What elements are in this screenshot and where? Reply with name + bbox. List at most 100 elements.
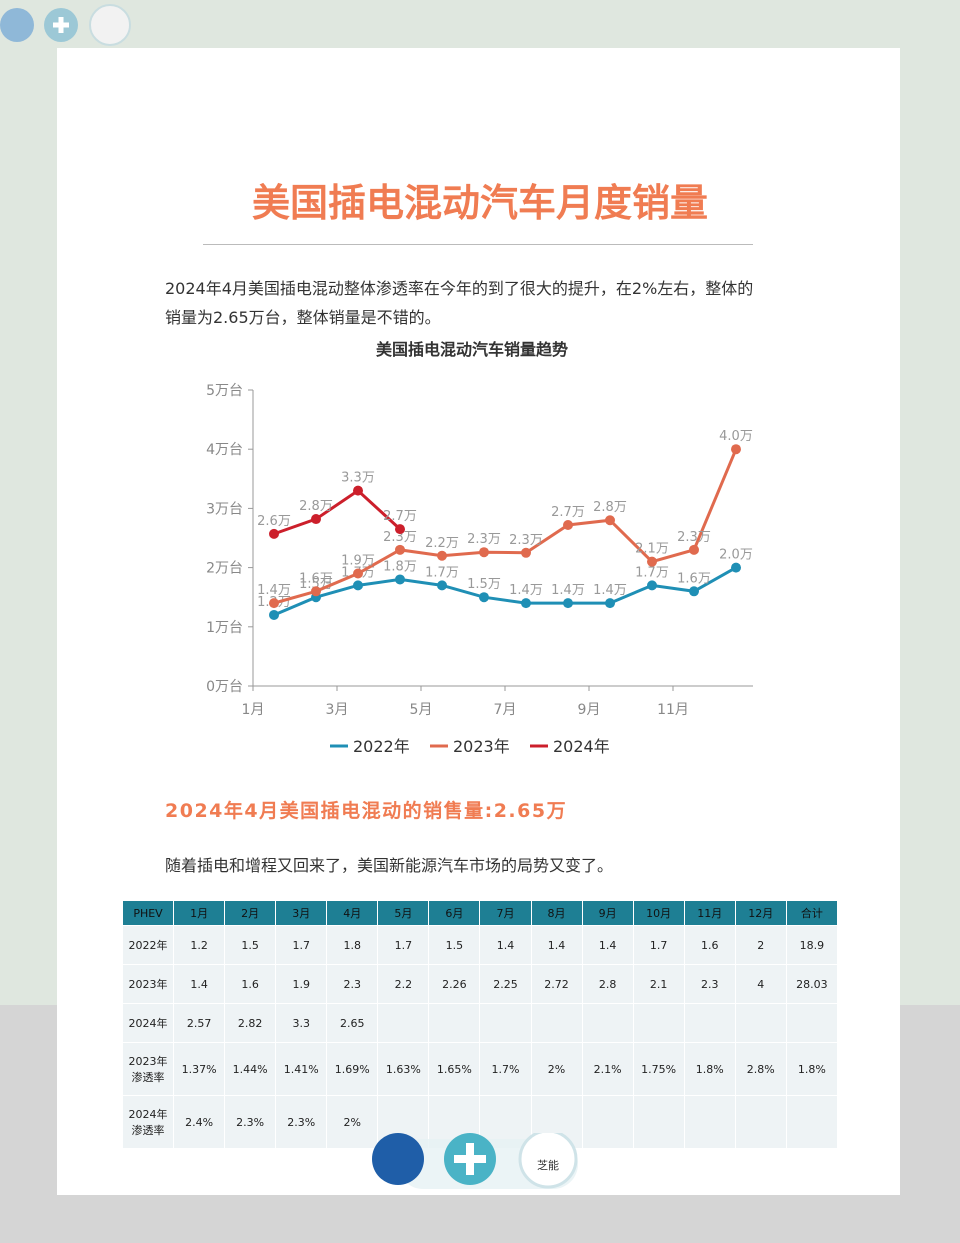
table-cell <box>632 1095 685 1149</box>
data-label: 1.7万 <box>635 565 669 580</box>
y-tick-label: 5万台 <box>206 383 243 399</box>
data-label: 2.2万 <box>425 536 459 551</box>
top-logos <box>0 4 131 46</box>
table-cell: 1.2 <box>173 925 226 965</box>
row-label: 2024年 渗透率 <box>121 1095 175 1149</box>
section-text: 随着插电和增程又回来了，美国新能源汽车市场的局势又变了。 <box>165 856 614 875</box>
section-title: 2024年4月美国插电混动的销售量:2.65万 <box>165 800 568 822</box>
y-tick-label: 0万台 <box>206 679 243 695</box>
row-label: 2023年 <box>121 964 175 1004</box>
bottom-logos: 芝能 <box>372 1133 578 1189</box>
table-cell: 1.5 <box>428 925 481 965</box>
data-point <box>437 580 447 591</box>
header-cell: 10月 <box>632 900 685 926</box>
sales-table: PHEV 1月 2月 3月 4月 5月 6月 7月 8月 9月 10月 11月 12月 合计 2022年 1.… <box>121 900 839 1149</box>
legend-label: 2024年 <box>553 737 610 756</box>
data-point <box>563 598 573 609</box>
logo-2030 <box>0 8 34 42</box>
table-cell: 1.9 <box>275 964 328 1004</box>
data-point <box>437 550 447 561</box>
data-label: 2.3万 <box>509 533 543 548</box>
table-cell: 2.82 <box>224 1003 277 1043</box>
table-cell: 2.72 <box>530 964 583 1004</box>
header-cell: 5月 <box>377 900 430 926</box>
table-row: 2024年 渗透率 2.4% 2.3% 2.3% 2% <box>121 1095 839 1149</box>
table-cell <box>581 1095 634 1149</box>
table-cell: 1.41% <box>275 1042 328 1096</box>
data-label: 1.4万 <box>551 583 585 598</box>
y-tick-label: 4万台 <box>206 442 243 458</box>
table-cell: 2.1 <box>632 964 685 1004</box>
data-label: 2.3万 <box>467 532 501 547</box>
table-cell: 2.26 <box>428 964 481 1004</box>
table-cell: 1.8% <box>683 1042 736 1096</box>
data-label: 1.9万 <box>341 554 375 569</box>
x-tick-label: 11月 <box>657 702 689 718</box>
data-label: 2.0万 <box>719 548 753 563</box>
data-point <box>353 485 363 496</box>
plus-icon <box>53 17 69 33</box>
table-cell: 1.63% <box>377 1042 430 1096</box>
y-tick-label: 2万台 <box>206 561 243 577</box>
table-cell: 2.3% <box>224 1095 277 1149</box>
data-label: 1.6万 <box>677 571 711 586</box>
data-point <box>563 519 573 530</box>
table-cell <box>683 1003 736 1043</box>
chart: 美国插电混动汽车销量趋势 0万台 1万台 2万台 3万台 4万台 5万台 1月 3月 5月 7月 9… <box>206 340 753 756</box>
x-tick-label: 1月 <box>242 702 265 718</box>
table-cell: 2.2 <box>377 964 430 1004</box>
data-label: 1.8万 <box>383 559 417 574</box>
data-label: 1.4万 <box>593 583 627 598</box>
table-cell <box>632 1003 685 1043</box>
header-cell: 合计 <box>785 900 839 926</box>
data-label: 2.8万 <box>299 499 333 514</box>
row-label: 2022年 <box>121 925 175 965</box>
series-line <box>273 448 738 605</box>
data-point <box>689 544 699 555</box>
table-row: 2024年 2.57 2.82 3.3 2.65 <box>121 1003 839 1043</box>
table-cell: 1.7 <box>275 925 328 965</box>
table-cell: 1.69% <box>326 1042 379 1096</box>
data-point <box>395 544 405 555</box>
logo-text: 芝能 <box>537 1158 559 1172</box>
table-cell: 1.4 <box>581 925 634 965</box>
divider <box>203 244 753 245</box>
header-cell: 11月 <box>683 900 736 926</box>
logo-2030 <box>372 1133 424 1185</box>
data-label: 1.4万 <box>509 583 543 598</box>
header-cell: 9月 <box>581 900 634 926</box>
data-label: 2.6万 <box>257 514 291 529</box>
table-cell <box>734 1095 787 1149</box>
data-point <box>605 515 615 526</box>
table-cell: 1.6 <box>224 964 277 1004</box>
data-point <box>479 592 489 603</box>
row-label: 2023年 渗透率 <box>121 1042 175 1096</box>
header-cell: 7月 <box>479 900 532 926</box>
data-point <box>605 598 615 609</box>
table-cell: 1.75% <box>632 1042 685 1096</box>
table-cell: 2% <box>326 1095 379 1149</box>
table-cell: 2.3% <box>275 1095 328 1149</box>
table-cell: 2 <box>734 925 787 965</box>
table-cell: 1.6 <box>683 925 736 965</box>
table-cell: 2.65 <box>326 1003 379 1043</box>
header-cell: 12月 <box>734 900 787 926</box>
header-row: PHEV 1月 2月 3月 4月 5月 6月 7月 8月 9月 10月 11月 12月 合计 <box>121 900 839 926</box>
plus-icon <box>454 1143 486 1175</box>
table-cell: 1.7% <box>479 1042 532 1096</box>
table-cell: 1.37% <box>173 1042 226 1096</box>
data-point <box>269 528 279 539</box>
table-cell <box>683 1095 736 1149</box>
data-point <box>311 586 321 597</box>
logo-zhineng <box>518 1133 578 1189</box>
legend-label: 2023年 <box>453 737 510 756</box>
data-label: 2.7万 <box>551 505 585 520</box>
data-label: 2.7万 <box>383 509 417 524</box>
table-cell: 1.5 <box>224 925 277 965</box>
data-label: 2.3万 <box>383 530 417 545</box>
data-point <box>269 598 279 609</box>
header-cell: 8月 <box>530 900 583 926</box>
data-point <box>311 514 321 525</box>
table-cell: 28.03 <box>785 964 839 1004</box>
